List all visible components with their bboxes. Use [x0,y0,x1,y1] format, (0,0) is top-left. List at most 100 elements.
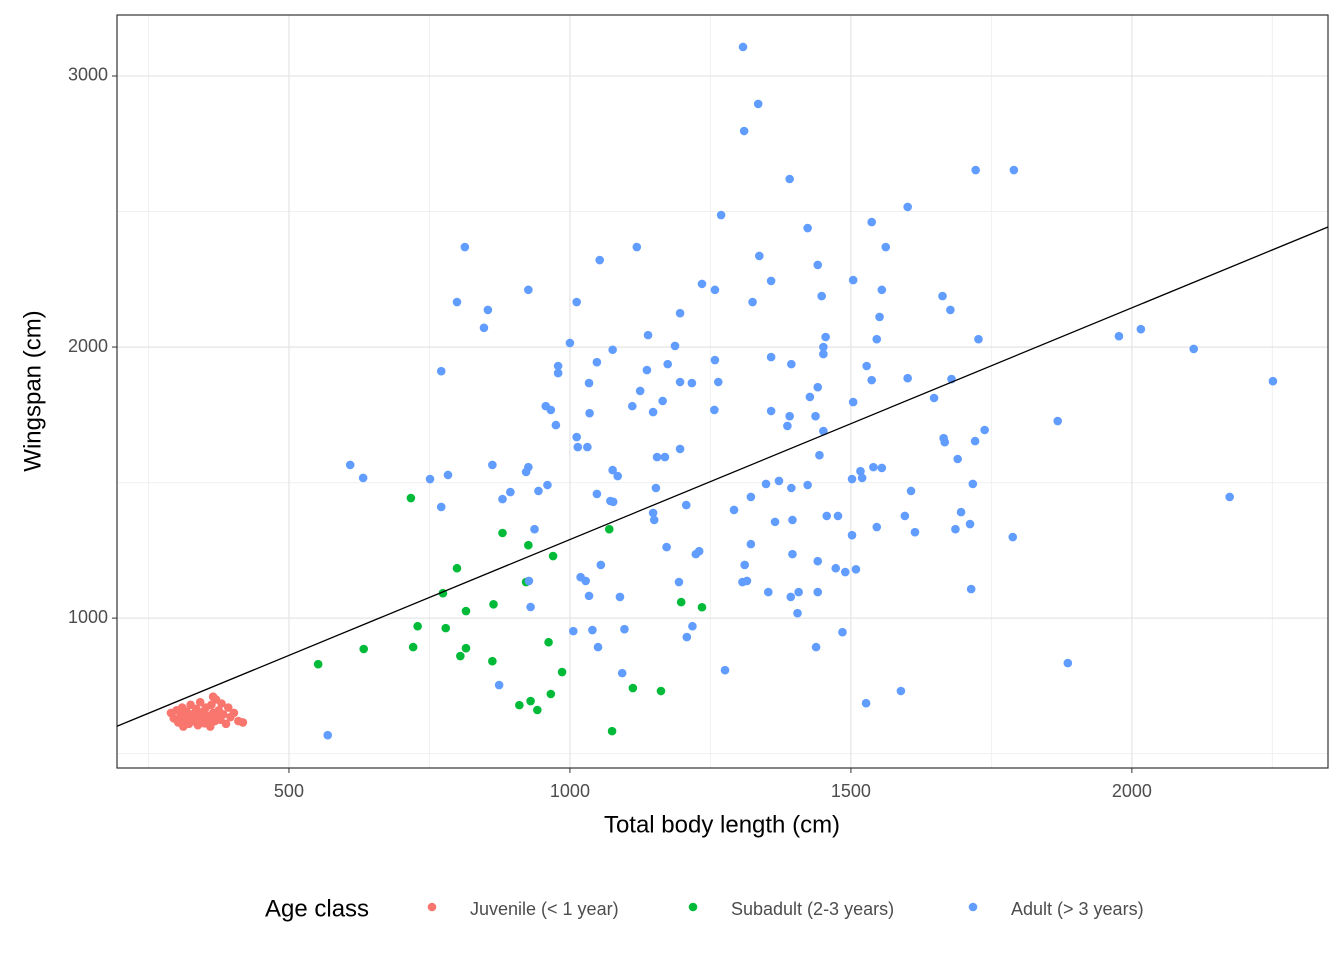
point [494,680,504,690]
point [697,279,707,289]
point [720,665,730,675]
point [753,99,763,109]
point [821,332,830,342]
point [867,217,876,227]
point [974,334,983,344]
point [968,479,978,489]
point [674,577,684,587]
point [456,651,465,661]
point [608,497,618,507]
point [770,517,780,527]
point [642,365,652,375]
point [551,420,561,430]
point [345,460,355,470]
panel-border [116,14,1329,769]
point [819,426,828,436]
point [900,511,910,521]
point [840,567,850,577]
point [742,576,752,586]
point [670,341,680,351]
point [861,698,871,708]
point [1063,658,1073,668]
point [786,592,796,602]
point [965,519,975,529]
point [856,466,865,476]
point [838,627,847,637]
point [461,643,471,653]
legend-label: Adult (> 3 years) [1011,899,1144,919]
point [223,703,233,712]
point [675,308,685,318]
point [774,476,784,486]
point [966,584,976,594]
point [358,473,368,483]
point [443,470,453,480]
point [1225,492,1234,502]
point [805,392,815,402]
point [787,483,796,493]
x-tick-label: 2000 [1112,781,1152,801]
point [413,621,422,631]
point [938,291,947,301]
points [166,42,1278,740]
point [970,436,980,446]
point [460,242,470,252]
point [658,396,667,406]
point [581,576,590,586]
point [572,432,581,442]
point [569,626,578,636]
point [877,463,887,473]
point [608,345,617,355]
point [441,623,451,633]
point [526,696,535,706]
point [738,42,748,52]
point [675,444,685,454]
point [755,251,764,261]
point [543,480,552,490]
point [573,442,583,452]
point [740,560,749,570]
point [847,474,857,484]
point [697,602,707,612]
point [526,602,535,612]
point [592,357,602,367]
point [488,656,497,666]
point [906,486,916,496]
legend-title: Age class [265,895,369,922]
point [761,479,771,489]
point [488,460,497,470]
point [436,502,446,512]
point [592,489,602,499]
point [794,587,803,597]
point [688,621,697,631]
point [585,408,594,418]
point [553,368,563,378]
x-axis-title: Total body length (cm) [604,811,840,838]
point [980,425,989,435]
point [595,255,605,265]
point [524,285,533,295]
point [498,528,507,538]
point [593,642,603,652]
legend-marker [968,902,978,912]
point [218,710,228,719]
point [553,361,563,371]
point [652,452,662,462]
point [847,530,857,540]
y-tick-label: 1000 [68,607,108,627]
point [546,405,556,415]
point [615,592,625,602]
x-tick-label: 1000 [550,781,590,801]
point [663,359,673,369]
point [313,659,323,669]
point [238,718,248,727]
point [910,527,920,537]
point [831,563,841,573]
x-tick-label: 500 [274,781,304,801]
point [452,563,462,573]
point [572,297,581,307]
point [862,361,871,371]
point [875,312,884,322]
point [746,492,756,502]
legend-label: Juvenile (< 1 year) [470,899,619,919]
